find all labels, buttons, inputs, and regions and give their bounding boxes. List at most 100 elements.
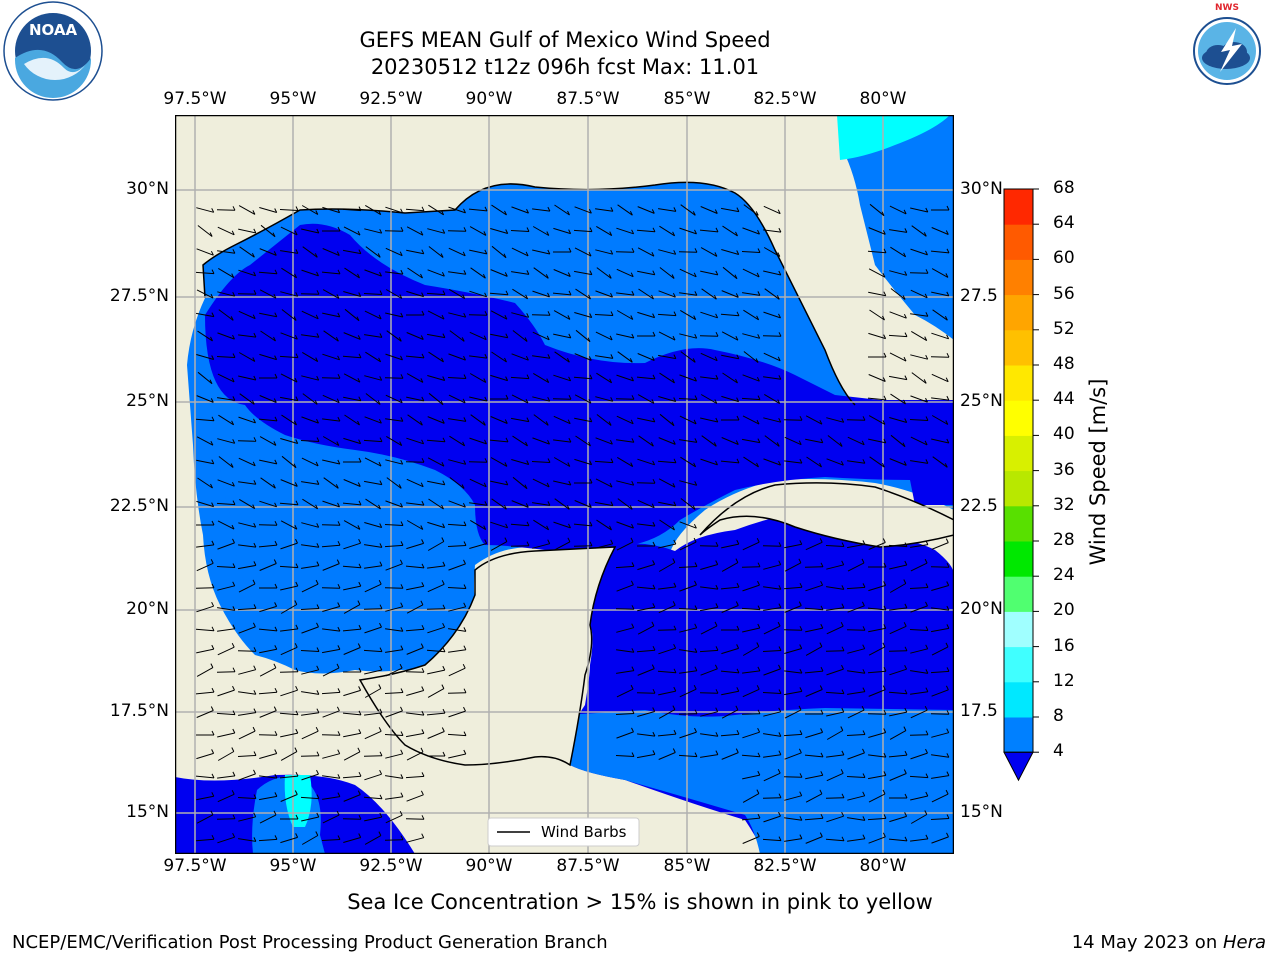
wind-barb-flag xyxy=(294,334,298,340)
wind-barb xyxy=(279,775,299,779)
wind-barb-flag xyxy=(694,752,698,757)
wind-barb xyxy=(448,628,466,632)
wind-barb xyxy=(764,393,780,405)
wind-barb-flag xyxy=(484,206,488,212)
wind-barb xyxy=(805,836,823,844)
wind-barb xyxy=(595,331,613,341)
wind-barb xyxy=(238,522,256,528)
wind-barb-flag xyxy=(652,731,656,737)
wind-barb xyxy=(321,734,341,736)
wind-barb xyxy=(301,457,319,467)
wind-barb xyxy=(406,542,424,550)
wind-barb-flag xyxy=(336,706,340,712)
wind-barb-flag xyxy=(316,228,320,234)
wind-barb-flag xyxy=(903,209,907,215)
wind-barb-flag xyxy=(400,374,404,379)
wind-barb xyxy=(491,351,507,363)
wind-barb-flag xyxy=(735,378,738,384)
wind-barb xyxy=(804,817,824,821)
wind-barb-flag xyxy=(778,603,782,608)
wind-barb xyxy=(679,268,697,278)
wind-barb xyxy=(889,773,907,781)
wind-barb xyxy=(196,605,214,613)
wind-barb-flag xyxy=(442,229,446,234)
wind-barb-flag xyxy=(253,647,257,652)
wind-barb-flag xyxy=(652,331,656,337)
wind-barb xyxy=(616,268,634,278)
wind-barb xyxy=(385,753,403,759)
wind-barb-flag xyxy=(735,705,739,711)
wind-barb-flag xyxy=(631,290,635,296)
wind-barb xyxy=(847,709,865,719)
legend-label: Wind Barbs xyxy=(541,823,627,841)
wind-barb-flag xyxy=(820,752,824,758)
wind-barb-flag xyxy=(736,311,740,317)
wind-barb-flag xyxy=(883,438,887,444)
wind-barb-flag xyxy=(400,645,404,650)
wind-barb xyxy=(384,377,404,379)
wind-barb xyxy=(448,353,466,361)
wind-barb-flag xyxy=(673,643,677,649)
wind-barb-flag xyxy=(400,774,404,779)
wind-barb-flag xyxy=(735,558,739,563)
wind-barb-flag xyxy=(756,462,759,468)
wind-barb-flag xyxy=(378,684,382,689)
wind-barb xyxy=(427,269,445,277)
wind-barb-flag xyxy=(316,418,319,424)
wind-barb xyxy=(406,585,424,591)
wind-barb-flag xyxy=(505,290,509,296)
wind-barb-flag xyxy=(211,520,215,526)
wind-barb-flag xyxy=(210,706,214,711)
wind-barb-flag xyxy=(924,705,928,711)
wind-barb-flag xyxy=(757,666,761,672)
wind-barb-flag xyxy=(841,585,845,590)
wind-barb-flag xyxy=(672,748,676,753)
wind-barb-flag xyxy=(462,502,466,508)
wind-barb-flag xyxy=(946,334,950,340)
wind-barb xyxy=(679,227,697,235)
wind-barb-flag xyxy=(231,481,235,487)
wind-barb xyxy=(931,627,949,633)
wind-barb-flag xyxy=(316,812,320,818)
wind-barb-flag xyxy=(357,377,361,383)
footer-left: NCEP/EMC/Verification Post Processing Pr… xyxy=(12,932,608,953)
wind-barb-flag xyxy=(358,457,362,463)
wind-barb-flag xyxy=(861,601,865,607)
wind-barb-flag xyxy=(757,248,761,253)
wind-barb xyxy=(280,836,298,844)
wind-barb-flag xyxy=(505,333,509,338)
wind-barb-flag xyxy=(232,291,236,297)
wind-barb-flag xyxy=(421,729,425,734)
wind-barb-flag xyxy=(903,726,907,731)
wind-barb xyxy=(784,543,802,549)
wind-barb-flag xyxy=(463,706,466,712)
wind-barb-flag xyxy=(504,357,507,363)
wind-barb-flag xyxy=(483,378,487,383)
wind-barb-flag xyxy=(335,336,339,342)
wind-barb-flag xyxy=(862,748,865,754)
wind-barb-flag xyxy=(862,687,866,692)
wind-barb xyxy=(889,229,907,233)
wind-barb xyxy=(783,733,803,737)
wind-barb xyxy=(867,397,887,401)
wind-barb-flag xyxy=(232,500,236,505)
wind-barb-flag xyxy=(357,525,361,530)
wind-barb xyxy=(847,817,865,821)
wind-barb xyxy=(617,456,633,468)
wind-barb xyxy=(385,289,403,299)
wind-barb-flag xyxy=(778,332,782,337)
wind-barb xyxy=(553,439,571,443)
wind-barb-flag xyxy=(315,831,319,836)
wind-barb xyxy=(867,607,887,611)
wind-barb-flag xyxy=(251,400,255,405)
wind-barb xyxy=(406,520,424,530)
wind-barb xyxy=(616,480,634,486)
wind-barb-flag xyxy=(315,314,319,320)
wind-barb xyxy=(784,817,802,821)
wind-barb-flag xyxy=(399,810,403,816)
wind-barb xyxy=(846,419,866,421)
wind-barb-flag xyxy=(673,729,677,735)
wind-barb-flag xyxy=(274,602,278,607)
wind-barb xyxy=(575,435,591,447)
lat-tick-label-right: 20°N xyxy=(960,599,1003,619)
